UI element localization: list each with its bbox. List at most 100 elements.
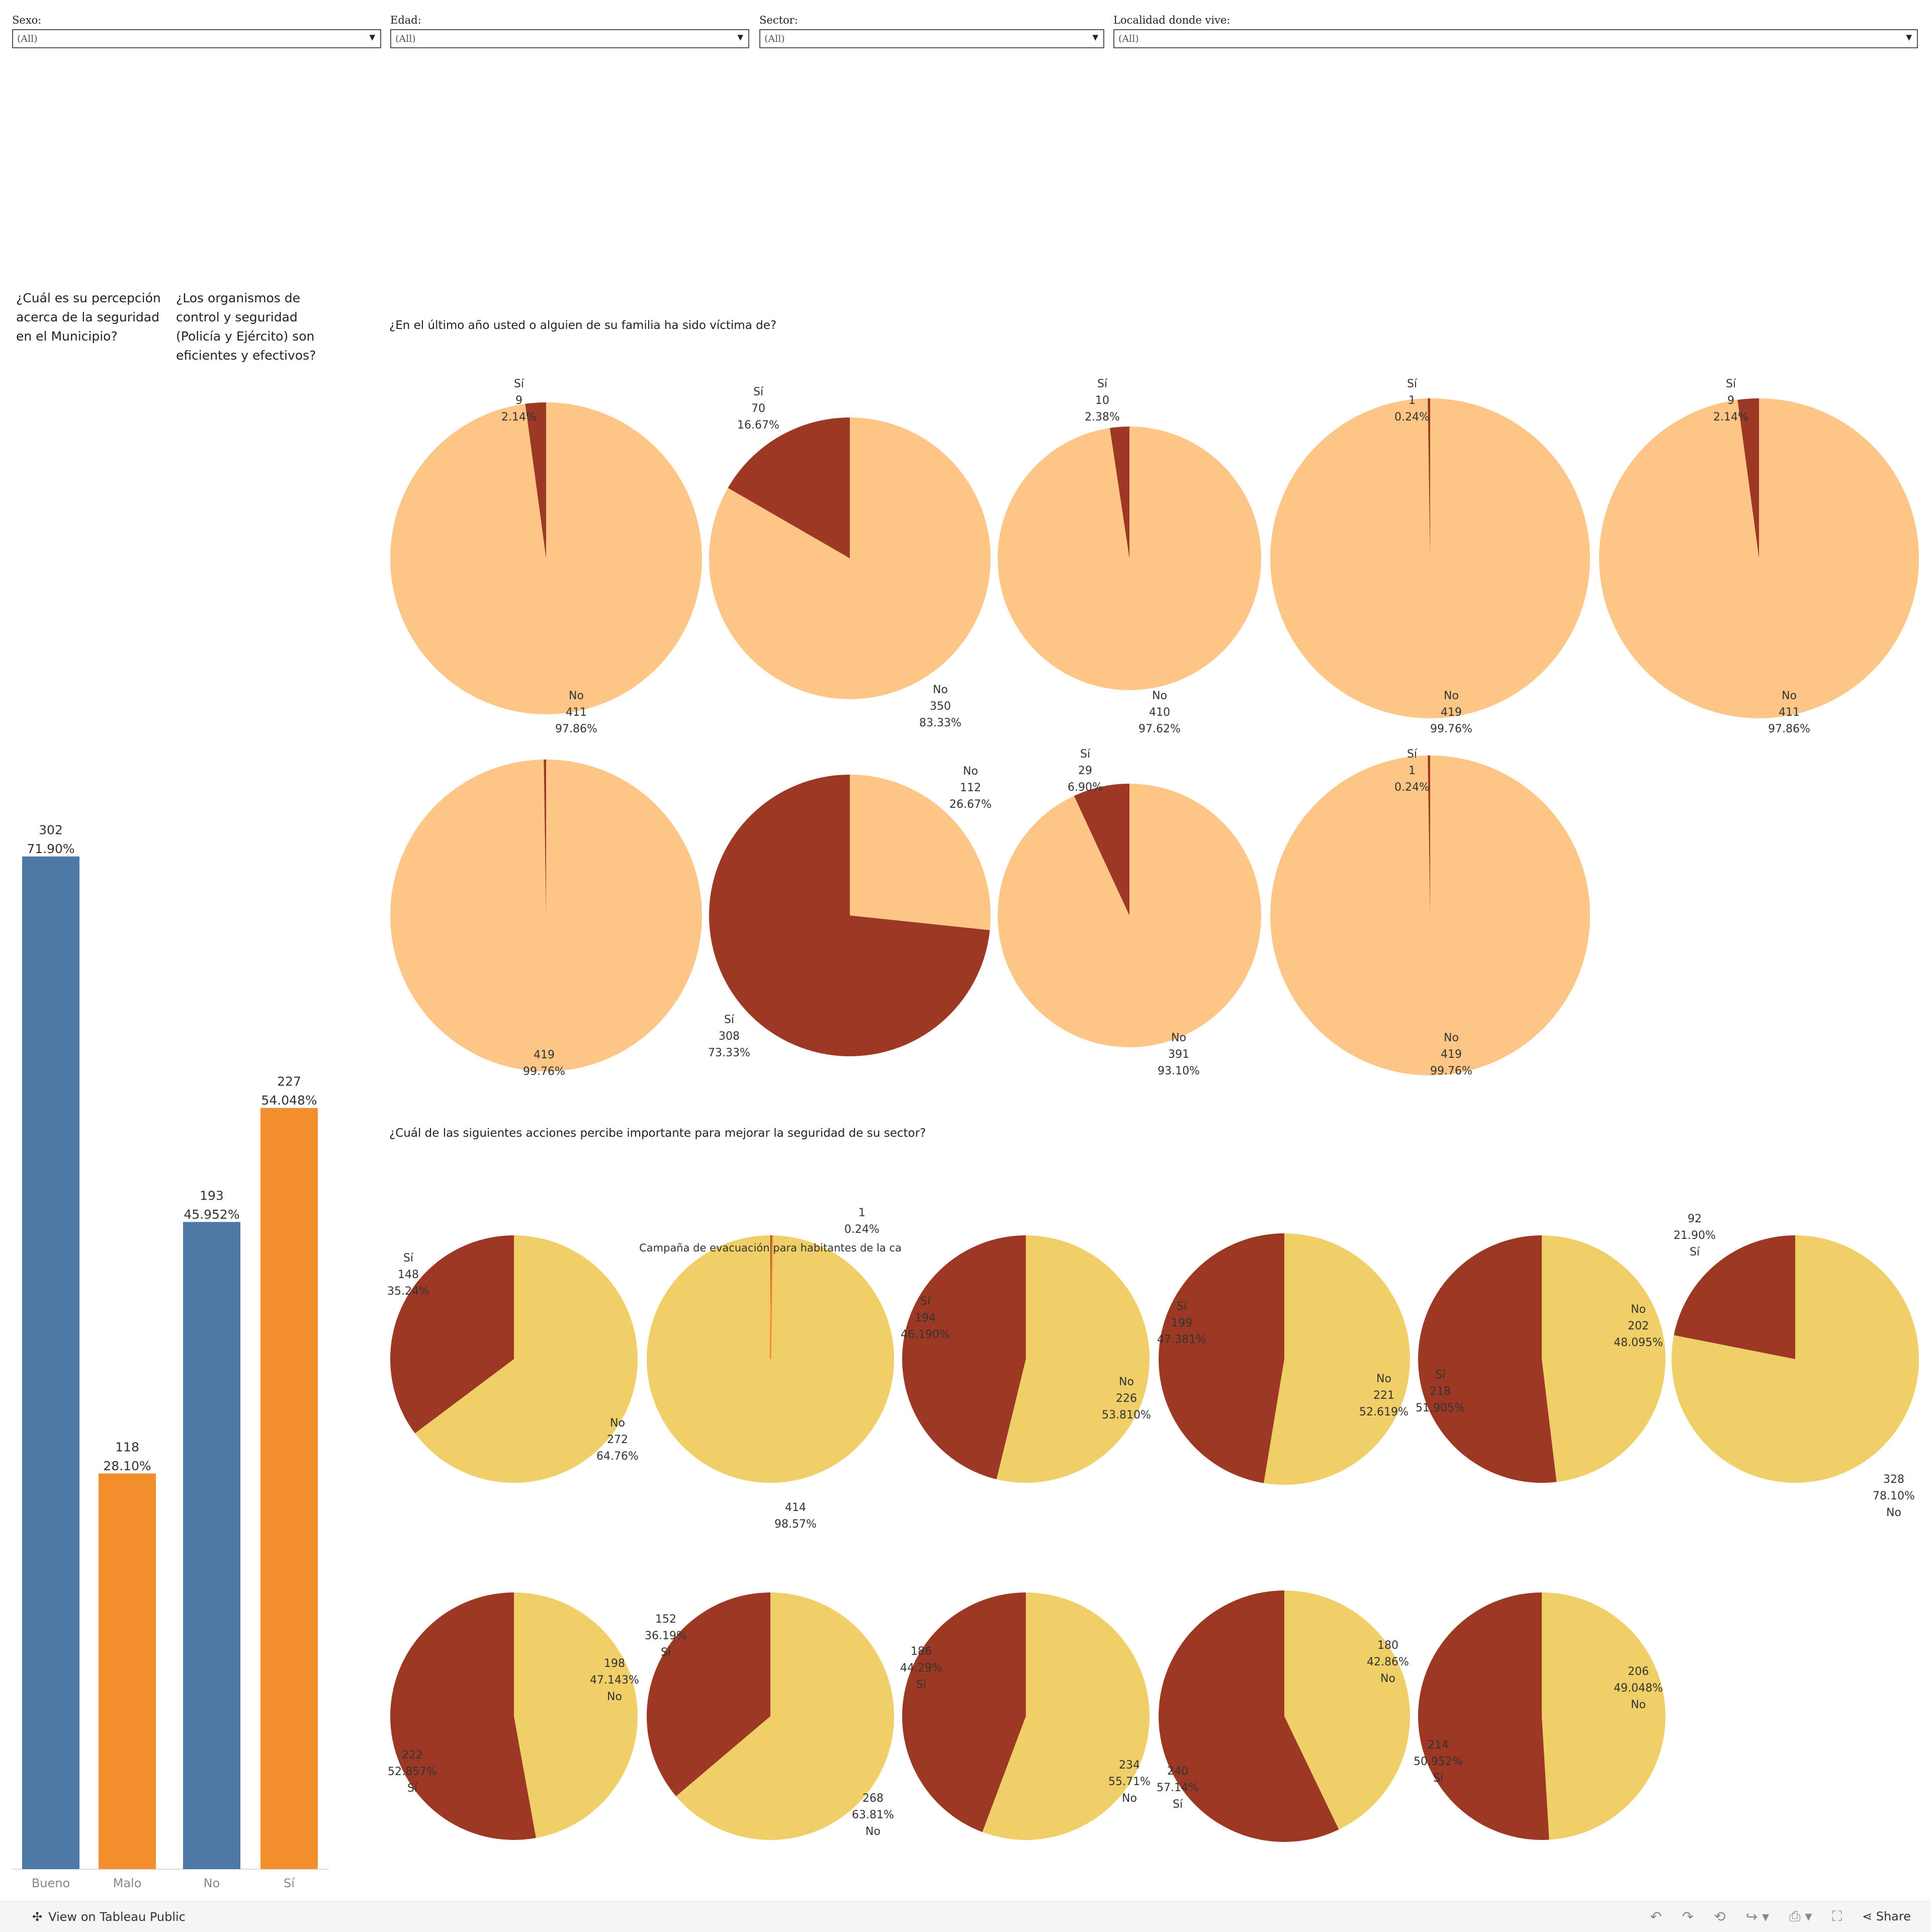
filter-label: Localidad donde vive: bbox=[1113, 14, 1231, 26]
sexo-dropdown[interactable]: (All) ▼ bbox=[12, 29, 381, 48]
pie-slice-si[interactable] bbox=[1418, 1592, 1549, 1840]
dropdown-value: (All) bbox=[1118, 33, 1139, 44]
x-tick-label: Bueno bbox=[32, 1876, 70, 1890]
bar-malo[interactable] bbox=[99, 1473, 156, 1869]
chevron-down-icon: ▼ bbox=[1906, 33, 1912, 42]
pie-slice-si[interactable] bbox=[902, 1235, 1026, 1479]
redo-icon[interactable]: ↷ bbox=[1682, 1908, 1694, 1925]
pie-slice-si[interactable] bbox=[728, 417, 850, 558]
actions-section-title: ¿Cuál de las siguientes acciones percibe… bbox=[389, 1127, 926, 1140]
pie-label-no: No 112 26.67% bbox=[949, 765, 992, 811]
question-line: eficientes y efectivos? bbox=[176, 348, 316, 363]
pie-slice-si[interactable] bbox=[390, 1235, 514, 1434]
sector-dropdown[interactable]: (All) ▼ bbox=[759, 29, 1104, 48]
pie-label-si: 92 21.90% Sí bbox=[1674, 1213, 1716, 1258]
pie-label-si: Sí 9 2.14% bbox=[501, 378, 537, 424]
bar-value-label: 227 54.048% bbox=[261, 1074, 317, 1108]
pie-label-si: Sí 10 2.38% bbox=[1085, 378, 1120, 424]
pie-slice-si[interactable] bbox=[525, 402, 546, 558]
pie-slice-no[interactable] bbox=[1264, 1233, 1411, 1485]
filter-label: Edad: bbox=[390, 14, 421, 26]
pie-label-si: Sí 1 0.24% bbox=[1394, 748, 1430, 794]
dropdown-value: (All) bbox=[764, 33, 785, 44]
bar-value-label: 193 45.952% bbox=[184, 1188, 239, 1222]
pie-slice-no[interactable] bbox=[850, 775, 991, 931]
bar-charts: 302 71.90% Bueno 118 28.10% Malo 193 45.952% No 2… bbox=[12, 823, 329, 1890]
question-line: control y seguridad bbox=[176, 310, 298, 324]
pie-slice-no[interactable] bbox=[514, 1592, 638, 1838]
efficiency-question: ¿Los organismos de control y seguridad (… bbox=[176, 289, 327, 365]
pie-label-si: Sí 148 35.24% bbox=[387, 1252, 429, 1298]
pie-slice-si[interactable] bbox=[1428, 755, 1430, 915]
pie-slice-si[interactable] bbox=[1109, 427, 1129, 558]
dropdown-value: (All) bbox=[17, 33, 38, 44]
pie-label-no: 419 99.76% bbox=[523, 1049, 565, 1078]
question-line: en el Municipio? bbox=[16, 329, 118, 344]
pie-slice-no[interactable] bbox=[676, 1592, 894, 1840]
bar-value-label: 118 28.10% bbox=[103, 1440, 151, 1473]
pie-label-no: No 202 48.095% bbox=[1614, 1303, 1663, 1349]
pie-label-no: 234 55.71% No bbox=[1108, 1759, 1151, 1805]
pie-label-no: No 419 99.76% bbox=[1430, 690, 1472, 735]
pie-slice-si[interactable] bbox=[709, 775, 990, 1057]
download-icon[interactable]: ⎙ ▾ bbox=[1789, 1908, 1812, 1924]
pie-slice-si[interactable] bbox=[902, 1592, 1026, 1832]
x-tick-label: Malo bbox=[113, 1876, 142, 1890]
pie-slice-si[interactable] bbox=[1158, 1590, 1339, 1842]
pie-slice-si[interactable] bbox=[1737, 398, 1759, 558]
pie-slice-no[interactable] bbox=[390, 760, 702, 1071]
pie-slice-edge bbox=[769, 1235, 773, 1360]
filter-edad: Edad: (All) ▼ bbox=[390, 14, 749, 48]
bar-bueno[interactable] bbox=[22, 856, 79, 1869]
question-line: ¿Cuál es su percepción bbox=[16, 291, 161, 305]
pie-label-si: 222 52.857% Sí bbox=[388, 1749, 437, 1795]
pie-slice-no[interactable] bbox=[982, 1592, 1150, 1840]
pie-slice-si[interactable] bbox=[1674, 1235, 1795, 1359]
pie-slice-no[interactable] bbox=[390, 402, 703, 714]
pie-label-no: 198 47.143% No bbox=[590, 1657, 639, 1703]
chevron-down-icon: ▼ bbox=[1092, 33, 1098, 42]
pie-label-si: 152 36.19% Sí bbox=[645, 1613, 687, 1659]
pie-slice-si[interactable] bbox=[544, 760, 546, 915]
pie-label-si: 1 0.24% bbox=[844, 1207, 880, 1236]
pie-slice-si[interactable] bbox=[1159, 1233, 1284, 1483]
tableau-toolbar: ✣ View on Tableau Public ↶ ↷ ⟲ ↪ ▾ ⎙ ▾ ⛶… bbox=[0, 1901, 1931, 1932]
revert-icon[interactable]: ⟲ bbox=[1714, 1908, 1726, 1925]
pie-slice-no[interactable] bbox=[1542, 1235, 1665, 1482]
pie-slice-no[interactable] bbox=[1284, 1590, 1410, 1830]
pie-label-si: Sí 1 0.24% bbox=[1394, 378, 1430, 424]
pie-slice-si[interactable] bbox=[1428, 398, 1430, 558]
pie-slice-no[interactable] bbox=[996, 1235, 1150, 1483]
fullscreen-icon[interactable]: ⛶ bbox=[1832, 1908, 1842, 1924]
pie-slice-no[interactable] bbox=[1542, 1592, 1665, 1840]
pie-slice-no[interactable] bbox=[1270, 398, 1590, 719]
pie-slice-no[interactable] bbox=[415, 1235, 638, 1483]
edad-dropdown[interactable]: (All) ▼ bbox=[390, 29, 749, 48]
pie-label-no: No 221 52.619% bbox=[1359, 1373, 1409, 1418]
localidad-dropdown[interactable]: (All) ▼ bbox=[1113, 29, 1918, 48]
pie-slice-no[interactable] bbox=[1270, 755, 1591, 1076]
filter-label: Sexo: bbox=[12, 14, 42, 26]
bar-no[interactable] bbox=[183, 1222, 240, 1869]
pie-slice-no[interactable] bbox=[1599, 398, 1919, 718]
pie-label-no: No 272 64.76% bbox=[596, 1417, 639, 1463]
pie-label-no: No 226 53.810% bbox=[1102, 1376, 1151, 1421]
share-button[interactable]: ⋖ Share bbox=[1862, 1909, 1911, 1923]
pie-label-no: No 419 99.76% bbox=[1430, 1032, 1472, 1077]
pie-slice-si[interactable] bbox=[1074, 784, 1129, 915]
question-line: ¿Los organismos de bbox=[176, 291, 301, 305]
view-on-tableau-link[interactable]: ✣ View on Tableau Public bbox=[32, 1910, 186, 1924]
forward-icon[interactable]: ↪ ▾ bbox=[1745, 1908, 1770, 1925]
filter-localidad: Localidad donde vive: (All) ▼ bbox=[1113, 14, 1918, 48]
pie-slice-si[interactable] bbox=[1418, 1235, 1557, 1483]
pie-slice-si[interactable] bbox=[646, 1592, 770, 1797]
bar-sí[interactable] bbox=[260, 1108, 318, 1869]
perception-question: ¿Cuál es su percepción acerca de la segu… bbox=[16, 289, 167, 346]
x-tick-label: No bbox=[204, 1876, 220, 1890]
pie-slice-si[interactable] bbox=[390, 1592, 536, 1840]
question-line: (Policía y Ejército) son bbox=[176, 329, 315, 344]
pie-label-si: Sí 70 16.67% bbox=[737, 386, 779, 432]
undo-icon[interactable]: ↶ bbox=[1650, 1908, 1662, 1925]
pie-label-si: Sí 218 51.905% bbox=[1416, 1369, 1465, 1414]
dropdown-value: (All) bbox=[395, 33, 416, 44]
